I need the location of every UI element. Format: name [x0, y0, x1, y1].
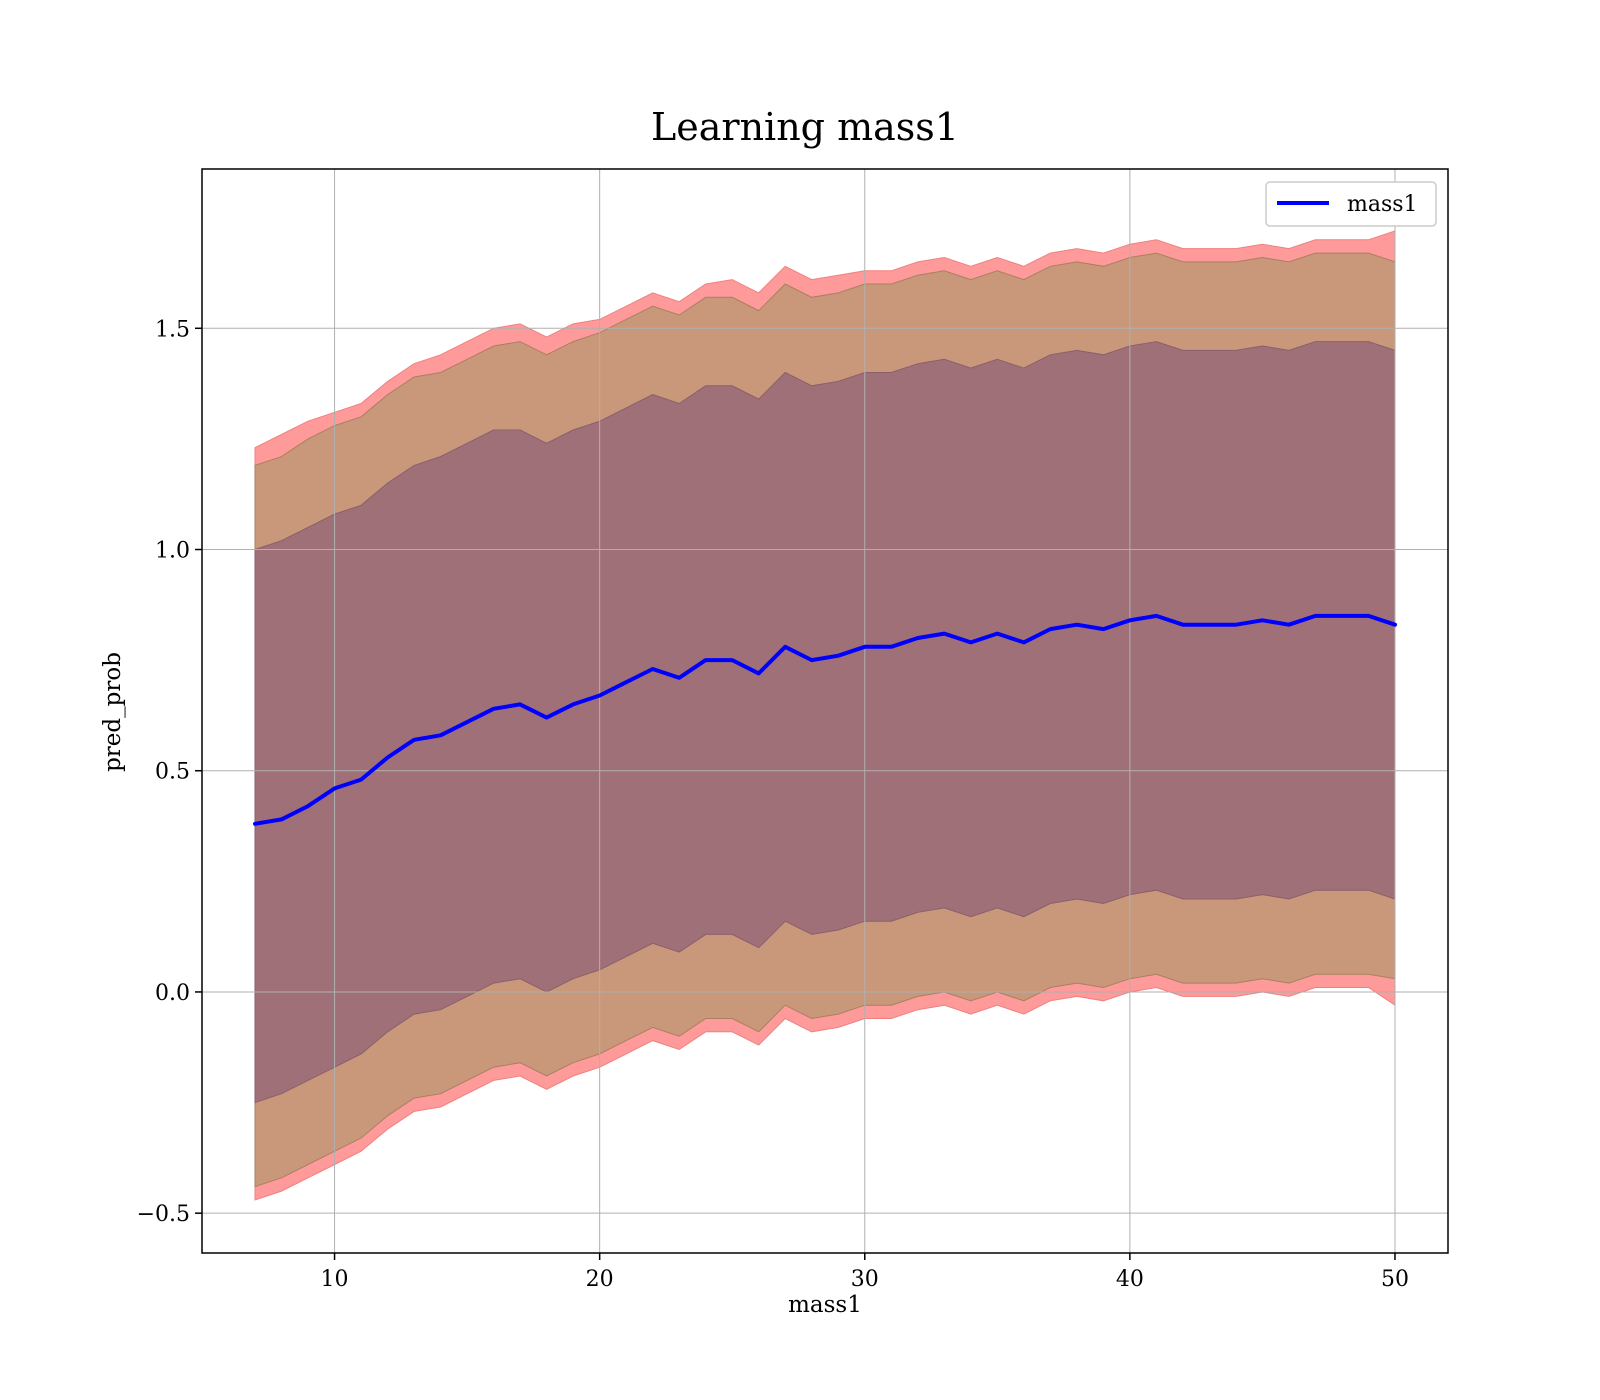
y-axis-ticks: −0.5 0.0 0.5 1.0 1.5	[137, 317, 202, 1227]
y-tick-label: 1.0	[155, 539, 190, 564]
x-tick-label: 30	[851, 1267, 879, 1292]
legend-box	[1265, 181, 1437, 227]
y-tick-label: 1.5	[155, 317, 190, 342]
x-tick-label: 50	[1381, 1267, 1409, 1292]
series-line-mass1	[253, 613, 1397, 826]
y-tick-label: 0.0	[155, 981, 190, 1006]
legend: mass1	[1265, 181, 1437, 227]
x-tick-label: 20	[586, 1267, 614, 1292]
x-tick-label: 10	[321, 1267, 349, 1292]
y-tick-label: 0.5	[155, 760, 190, 785]
axes-frame	[201, 168, 1449, 1254]
x-tick-label: 40	[1116, 1267, 1144, 1292]
grid-lines	[202, 169, 1448, 1253]
y-axis-label: pred_prob	[100, 652, 126, 772]
x-axis-ticks: 10 20 30 40 50	[321, 1253, 1409, 1292]
y-tick-label: −0.5	[137, 1202, 190, 1227]
x-axis-label: mass1	[788, 1292, 862, 1318]
confidence-bands	[254, 230, 1396, 1201]
chart-title: Learning mass1	[651, 105, 959, 149]
series-lines	[253, 613, 1397, 826]
axes-border	[201, 168, 1449, 1254]
legend-entry-mass1: mass1	[1347, 192, 1418, 217]
